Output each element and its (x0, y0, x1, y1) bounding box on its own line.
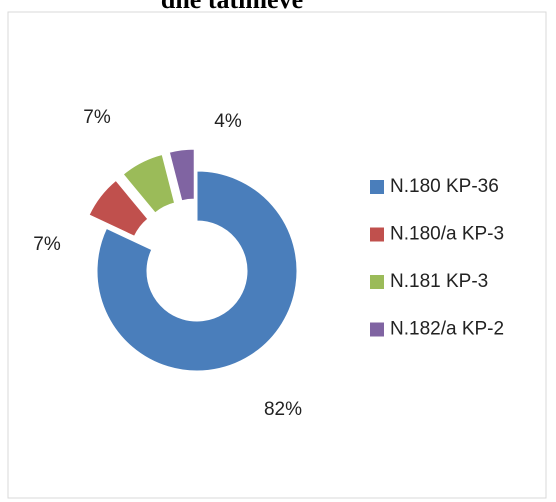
data-label: 82% (264, 399, 302, 420)
chart-title: dhe tatimeve (161, 0, 303, 14)
legend-label: N.181 KP-3 (390, 271, 488, 292)
legend-swatch (370, 322, 384, 337)
legend-swatch (370, 227, 384, 242)
donut-segment (96, 170, 298, 372)
data-label: 7% (33, 234, 61, 255)
donut-segment (168, 148, 195, 202)
legend-label: N.182/a KP-2 (390, 319, 504, 340)
data-label: 7% (83, 107, 111, 128)
donut-segment (122, 153, 176, 214)
legend-swatch (370, 180, 384, 194)
donut-segment (88, 179, 149, 237)
legend-label: N.180 KP-36 (390, 176, 499, 197)
data-label: 4% (214, 111, 242, 132)
legend-label: N.180/a KP-3 (390, 224, 504, 245)
legend-swatch (370, 275, 384, 289)
